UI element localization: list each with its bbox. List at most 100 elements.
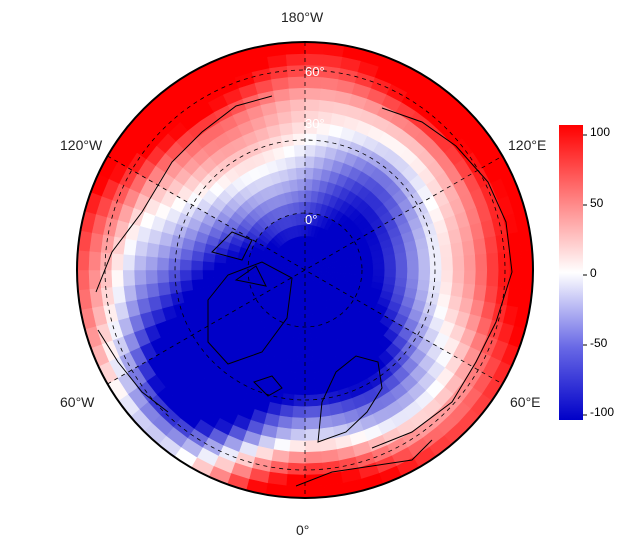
field-cell [122,269,136,287]
field-cell [304,417,320,430]
field-cell [295,167,306,180]
field-cell [288,439,306,453]
field-cell [77,249,90,271]
field-cell [292,394,306,408]
field-cell [452,269,465,285]
field-cell [463,254,477,271]
field-cell [316,404,332,418]
field-cell [77,269,90,291]
field-cell [291,121,306,135]
field-cell [394,251,408,263]
field-cell [474,253,488,271]
field-cell [288,178,299,192]
colorbar-tick-label: 50 [590,196,604,210]
arctic-islands [211,231,267,287]
field-cell [304,98,321,112]
field-cell [304,315,311,328]
field-cell [145,282,160,299]
lon-label-180W: 180°W [281,9,324,25]
field-cell [440,256,454,271]
field-cell [452,255,465,271]
colorbar-tick-label: -100 [590,405,615,419]
field-cell [294,371,306,385]
field-cell [294,155,306,169]
field-cell [439,281,453,297]
field-cell [293,383,306,396]
field-cell [288,87,306,101]
graticule [104,42,506,498]
field-cell [278,404,294,418]
field-cell [304,349,314,362]
field-cell [213,269,226,279]
field-cell [134,239,149,257]
field-cell [292,132,306,146]
europe-coast [295,439,433,487]
field-cell [179,258,192,271]
field-cell [520,249,533,271]
field-cell [304,167,315,180]
field-cell [156,256,170,271]
field-cell [157,281,171,297]
lon-label-60W: 60°W [60,394,95,410]
field-cell [290,110,306,123]
field-cell [313,370,326,384]
field-cell [304,42,326,55]
field-cell [304,383,317,396]
field-cell [157,243,171,259]
field-cell [134,283,149,301]
lat-circle-60 [247,212,363,328]
field-cell [418,269,431,282]
field-cell [213,261,226,271]
colorbar-tick-label: 0 [590,266,597,280]
lon-label-0: 0° [296,522,310,538]
field-cell [429,257,443,271]
field-cell [384,261,397,271]
field-cell [304,144,317,157]
field-cell [190,269,204,281]
field-cell [312,359,324,373]
field-cell [461,239,476,257]
field-cell [304,155,316,169]
field-cell [296,178,306,191]
field-cell [259,269,272,275]
field-cell [361,263,374,271]
field-cell [274,426,292,441]
field-cell [350,264,363,271]
field-cell [416,247,431,261]
field-cell [145,255,158,271]
field-cell [110,269,124,288]
field-cell [304,394,318,408]
field-cell [304,132,318,146]
field-cell [304,303,310,316]
field-cell [284,485,306,498]
field-cell [520,269,533,291]
colorbar-tick-label: 100 [590,125,611,139]
field-cell [122,253,136,271]
field-cell [179,279,194,293]
lat-circle-30 [174,139,436,401]
field-cell [287,75,306,89]
field-cell [287,451,306,465]
anomaly-field [77,42,533,498]
field-cell [304,326,312,339]
field-cell [304,451,323,465]
field-cell [202,277,216,289]
colorbar [559,125,583,420]
field-cell [286,64,306,78]
field-cell [285,474,306,487]
field-cell [133,269,147,286]
field-cell [295,360,306,373]
field-cell [405,249,419,262]
field-cell [406,259,420,271]
field-cell [284,156,297,170]
field-cell [282,144,296,159]
field-cell [133,254,147,271]
field-cell [304,405,319,419]
field-cell [304,178,314,191]
field-cell [280,133,295,147]
field-cell [285,53,306,66]
field-cell [440,269,454,284]
field-cell [406,269,420,281]
lon-label-120W: 120°W [60,137,103,153]
